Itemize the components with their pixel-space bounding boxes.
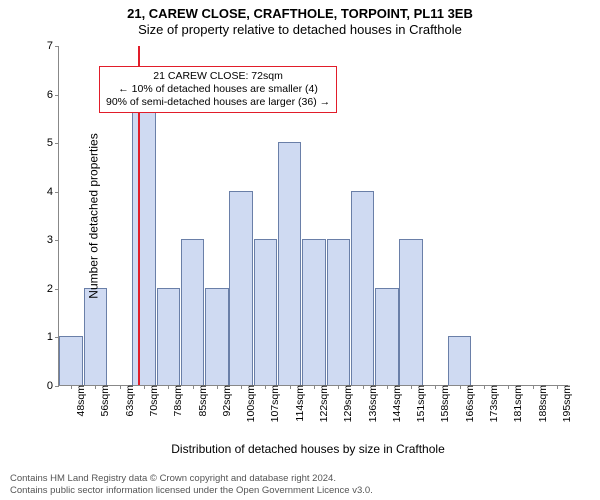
x-tick-mark [168,385,169,389]
footer-line1: Contains HM Land Registry data © Crown c… [10,473,373,484]
y-tick-mark [55,95,59,96]
annotation-line3: 90% of semi-detached houses are larger (… [106,96,330,109]
x-tick-label: 63sqm [120,385,136,417]
x-tick-mark [387,385,388,389]
chart-title-block: 21, CAREW CLOSE, CRAFTHOLE, TORPOINT, PL… [0,0,600,39]
x-tick-mark [193,385,194,389]
histogram-bar [181,239,204,385]
histogram-bar [84,288,107,385]
histogram-bar [351,191,374,385]
x-tick-label: 122sqm [314,385,330,422]
x-tick-mark [314,385,315,389]
footer-line2: Contains public sector information licen… [10,485,373,496]
y-axis-label: Number of detached properties [87,133,101,298]
histogram-bar [448,336,471,385]
footer-attribution: Contains HM Land Registry data © Crown c… [10,473,373,496]
x-tick-label: 166sqm [460,385,476,422]
x-tick-mark [71,385,72,389]
annotation-box: 21 CAREW CLOSE: 72sqm ← 10% of detached … [99,66,337,113]
plot-region: 21 CAREW CLOSE: 72sqm ← 10% of detached … [58,46,568,386]
x-tick-mark [265,385,266,389]
x-axis-label: Distribution of detached houses by size … [171,442,445,456]
x-tick-mark [290,385,291,389]
annotation-line2: ← 10% of detached houses are smaller (4) [106,83,330,96]
histogram-bar [229,191,252,385]
y-tick-mark [55,46,59,47]
y-tick-mark [55,143,59,144]
x-tick-label: 129sqm [338,385,354,422]
x-tick-mark [338,385,339,389]
x-tick-mark [217,385,218,389]
x-tick-mark [484,385,485,389]
histogram-bar [327,239,350,385]
x-tick-mark [533,385,534,389]
x-tick-label: 100sqm [241,385,257,422]
x-tick-mark [411,385,412,389]
x-tick-label: 78sqm [168,385,184,417]
histogram-bar [375,288,398,385]
y-tick-mark [55,337,59,338]
x-tick-mark [363,385,364,389]
x-tick-mark [460,385,461,389]
x-tick-label: 181sqm [508,385,524,422]
x-tick-label: 85sqm [193,385,209,417]
x-tick-label: 136sqm [363,385,379,422]
histogram-bar [254,239,277,385]
x-tick-mark [144,385,145,389]
histogram-bar [132,94,155,385]
chart-area: 21 CAREW CLOSE: 72sqm ← 10% of detached … [48,46,568,416]
x-tick-label: 48sqm [71,385,87,417]
x-tick-mark [95,385,96,389]
y-tick-mark [55,289,59,290]
y-tick-mark [55,192,59,193]
x-tick-label: 173sqm [484,385,500,422]
title-address: 21, CAREW CLOSE, CRAFTHOLE, TORPOINT, PL… [0,6,600,22]
x-tick-mark [508,385,509,389]
x-tick-mark [435,385,436,389]
x-tick-label: 188sqm [533,385,549,422]
y-tick-mark [55,240,59,241]
x-tick-label: 195sqm [557,385,573,422]
histogram-bar [302,239,325,385]
x-tick-label: 70sqm [144,385,160,417]
histogram-bar [59,336,82,385]
histogram-bar [399,239,422,385]
histogram-bar [157,288,180,385]
histogram-bar [278,142,301,385]
x-tick-label: 144sqm [387,385,403,422]
x-tick-mark [120,385,121,389]
x-tick-label: 107sqm [265,385,281,422]
x-tick-label: 114sqm [290,385,306,422]
x-tick-label: 151sqm [411,385,427,422]
histogram-bar [205,288,228,385]
y-tick-mark [55,386,59,387]
x-tick-mark [241,385,242,389]
x-tick-mark [557,385,558,389]
x-tick-label: 92sqm [217,385,233,417]
title-subtitle: Size of property relative to detached ho… [0,22,600,38]
x-tick-label: 158sqm [435,385,451,422]
x-tick-label: 56sqm [95,385,111,417]
annotation-line1: 21 CAREW CLOSE: 72sqm [106,70,330,83]
